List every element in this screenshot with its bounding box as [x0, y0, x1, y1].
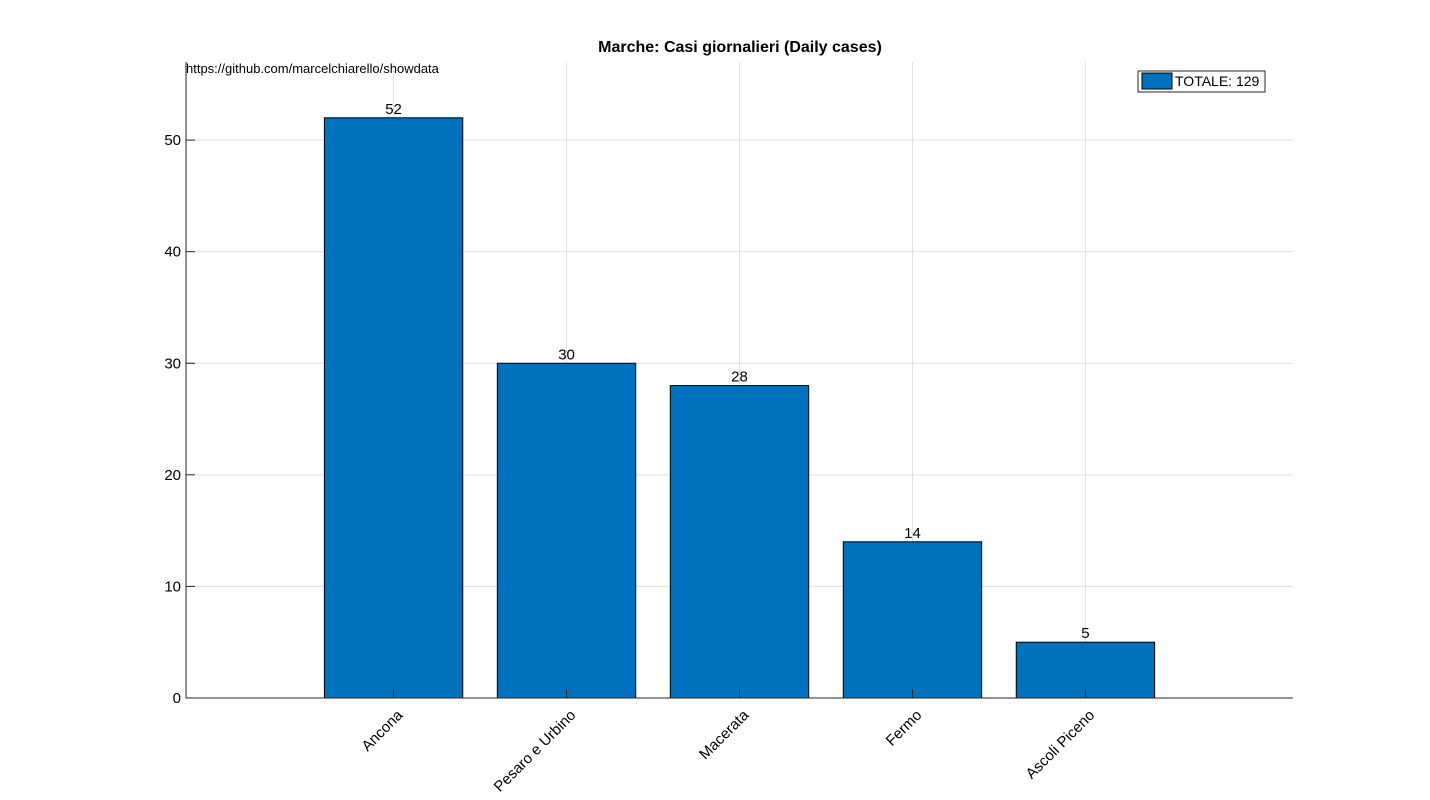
data-label: 14: [904, 525, 921, 542]
legend: TOTALE: 129: [1137, 70, 1266, 93]
bar-ascoli-piceno: [1015, 641, 1156, 699]
x-tick-label: Pesaro e Urbino: [491, 707, 580, 796]
y-tick-label: 20: [164, 467, 181, 484]
x-tick-label: Macerata: [696, 706, 753, 763]
bar-ancona: [323, 117, 464, 699]
data-label: 5: [1081, 625, 1089, 642]
source-annotation: https://github.com/marcelchiarello/showd…: [186, 61, 440, 76]
bar-pesaro-e-urbino: [496, 362, 637, 699]
legend-entry-label: TOTALE: 129: [1175, 73, 1260, 89]
data-label: 30: [558, 346, 575, 363]
y-tick-label: 50: [164, 132, 181, 149]
data-label: 28: [731, 369, 748, 386]
bars: [323, 117, 1156, 699]
x-tick-label: Ancona: [358, 706, 406, 754]
x-tick-label: Ascoli Piceno: [1023, 707, 1099, 783]
y-tick-label: 40: [164, 244, 181, 261]
y-tick-label: 10: [164, 578, 181, 595]
y-tick-label: 30: [164, 355, 181, 372]
chart-title: Marche: Casi giornalieri (Daily cases): [598, 39, 882, 56]
bar-fermo: [842, 541, 983, 699]
y-tick-label: 0: [173, 690, 181, 707]
ticks: [186, 139, 1086, 699]
bar-macerata: [669, 385, 810, 699]
legend-swatch: [1141, 72, 1173, 90]
data-label: 52: [385, 101, 402, 118]
x-tick-label: Fermo: [883, 707, 926, 750]
